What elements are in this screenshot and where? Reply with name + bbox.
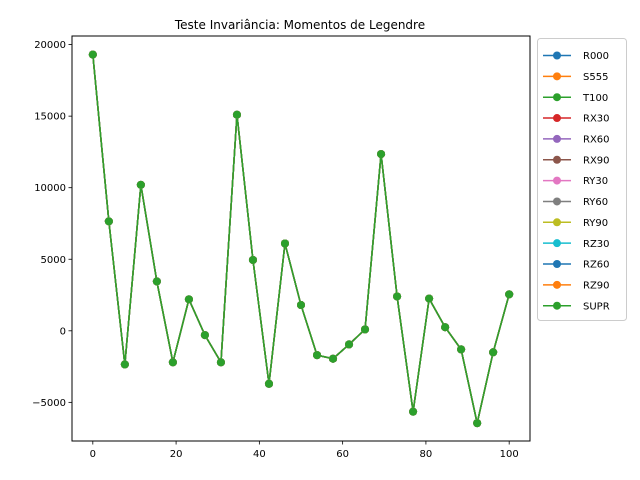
legend-label-ry60: RY60 [583, 197, 608, 208]
data-point-supr [120, 360, 129, 369]
legend-label-rz90: RZ90 [583, 280, 610, 291]
y-tick-label: 0 [60, 326, 66, 337]
data-point-supr [297, 301, 305, 310]
legend-marker-r000 [553, 51, 561, 60]
data-point-supr [313, 351, 322, 360]
legend-label-rx30: RX30 [583, 114, 610, 125]
data-point-supr [473, 419, 482, 428]
y-tick-label: 15000 [34, 112, 66, 123]
legend-label-t100: T100 [582, 93, 608, 104]
x-tick-label: 100 [500, 449, 519, 460]
x-tick-label: 60 [336, 449, 349, 460]
data-point-supr [329, 354, 338, 363]
legend-marker-supr [553, 301, 561, 310]
data-point-supr [136, 180, 145, 189]
data-point-supr [216, 358, 225, 367]
legend-marker-s555 [553, 72, 561, 81]
legend-box [537, 38, 627, 321]
data-point-supr [200, 331, 209, 340]
legend-label-r000: R000 [583, 51, 609, 62]
legend-label-rz60: RZ60 [583, 260, 610, 271]
y-tick-label: 5000 [41, 255, 66, 266]
y-tick-label: −5000 [32, 398, 66, 409]
legend-entries: R000 S555 T100 RX30 RX60 RX90 RY30 RY60 RY90 RZ30… [543, 51, 610, 312]
data-point-supr [264, 379, 273, 388]
data-point-supr [489, 348, 498, 357]
y-tick-label: 20000 [34, 40, 66, 51]
data-point-supr [361, 325, 370, 334]
legend-marker-rx60 [553, 134, 561, 143]
x-axis: 0 20 40 60 80 100 [90, 441, 519, 460]
data-point-supr [505, 290, 514, 299]
data-point-supr [232, 110, 241, 119]
data-point-supr [248, 255, 257, 264]
legend-label-supr: SUPR [583, 301, 610, 312]
legend-label-rz30: RZ30 [583, 239, 610, 250]
legend-marker-rz30 [553, 239, 561, 248]
data-point-supr [393, 292, 402, 301]
data-point-supr [457, 345, 466, 354]
legend-marker-t100 [553, 93, 561, 102]
legend-marker-rx30 [553, 114, 561, 123]
data-point-supr [280, 239, 289, 248]
legend-marker-ry60 [553, 197, 561, 206]
legend-marker-rx90 [553, 155, 561, 164]
legend-marker-rz90 [553, 280, 561, 289]
legend-label-ry90: RY90 [583, 218, 608, 229]
data-point-supr [377, 150, 386, 159]
data-point-supr [345, 340, 354, 349]
data-point-supr [104, 217, 113, 226]
legend-marker-ry90 [553, 218, 561, 227]
data-point-supr [152, 277, 161, 286]
y-axis: −5000 0 5000 10000 15000 20000 [32, 40, 72, 409]
legend-label-ry30: RY30 [583, 176, 608, 187]
legend-marker-rz60 [553, 260, 561, 268]
x-tick-label: 80 [420, 449, 433, 460]
data-point-supr [409, 407, 418, 416]
series-markers [88, 50, 514, 428]
x-tick-label: 0 [90, 449, 96, 460]
data-point-supr [425, 294, 434, 303]
legend-marker-ry30 [553, 176, 561, 185]
legend-label-s555: S555 [583, 72, 608, 83]
legend-label-rx60: RX60 [583, 135, 610, 146]
plot-frame [71, 35, 531, 442]
legend: R000 S555 T100 RX30 RX60 RX90 RY30 RY60 RY90 RZ30… [537, 38, 627, 321]
legend-label-rx90: RX90 [583, 155, 610, 166]
data-point-supr [88, 50, 97, 59]
x-tick-label: 20 [170, 449, 183, 460]
chart-title: Teste Invariância: Momentos de Legendre [174, 18, 425, 32]
data-point-supr [168, 358, 177, 367]
data-point-supr [441, 323, 450, 332]
data-point-supr [184, 295, 193, 304]
x-tick-label: 40 [253, 449, 266, 460]
y-tick-label: 10000 [34, 183, 66, 194]
